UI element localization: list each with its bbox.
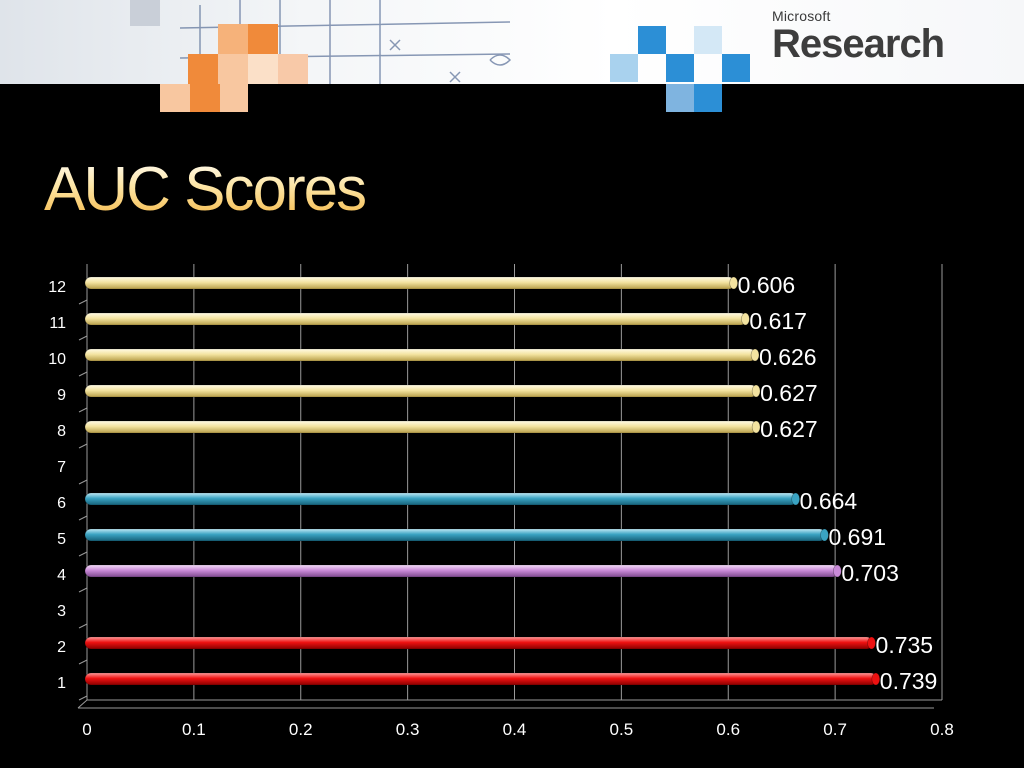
blue-tile — [722, 54, 750, 82]
y-tick — [78, 407, 88, 413]
auc-bar-chart: 0 0.1 0.2 0.3 0.4 0.5 0.6 0.7 0.8123456789101112… — [48, 264, 954, 739]
x-tick-label: 0.6 — [716, 720, 740, 739]
x-tick-label: 0.2 — [289, 720, 313, 739]
orange-tile — [160, 84, 190, 112]
bar-value-label: 0.606 — [738, 272, 796, 298]
y-tick — [78, 299, 88, 305]
x-tick-label: 0.5 — [610, 720, 634, 739]
bar — [84, 672, 878, 686]
gray-tile — [130, 0, 160, 26]
y-tick — [78, 587, 88, 593]
bar-end-cap — [741, 312, 750, 326]
y-tick — [78, 335, 88, 341]
blue-tile — [694, 84, 722, 112]
blue-tile — [610, 54, 638, 82]
bar — [84, 564, 839, 578]
bar-end-cap — [791, 492, 800, 506]
bar — [84, 420, 758, 434]
y-tick-label: 12 — [48, 279, 66, 296]
bar-end-cap — [833, 564, 842, 578]
orange-tile — [248, 24, 278, 54]
bar-end-cap — [729, 276, 738, 290]
y-tick-label: 2 — [57, 639, 66, 656]
blue-tile — [666, 54, 694, 82]
logo-wordmark-big: Research — [772, 22, 945, 66]
x-tick-label: 0.1 — [182, 720, 206, 739]
y-tick — [78, 695, 88, 701]
blue-tile — [694, 26, 722, 54]
y-tick-label: 5 — [57, 531, 66, 548]
bar — [84, 348, 757, 362]
y-tick-label: 1 — [57, 675, 66, 692]
logo-wordmark-small: Microsoft — [772, 8, 831, 24]
y-tick — [78, 659, 88, 665]
orange-tile — [248, 54, 278, 84]
bar — [84, 312, 747, 326]
y-tick — [78, 479, 88, 485]
bar-end-cap — [820, 528, 829, 542]
orange-tile — [278, 54, 308, 84]
orange-tile — [188, 54, 218, 84]
y-tick-label: 10 — [48, 351, 66, 368]
y-tick — [78, 551, 88, 557]
x-tick-label: 0.4 — [503, 720, 527, 739]
y-tick-label: 9 — [57, 387, 66, 404]
y-tick-label: 3 — [57, 603, 66, 620]
bar — [84, 492, 797, 506]
orange-tile — [220, 84, 248, 112]
slide-title: AUC Scores — [44, 155, 367, 224]
bar-value-label: 0.691 — [829, 524, 887, 550]
bar-value-label: 0.703 — [841, 560, 899, 586]
microsoft-research-logo: Microsoft Research — [772, 8, 945, 66]
x-tick-label: 0.8 — [930, 720, 954, 739]
y-tick — [78, 623, 88, 629]
y-tick-label: 8 — [57, 423, 66, 440]
x-tick-label: 0.7 — [823, 720, 847, 739]
orange-tile — [190, 84, 220, 112]
bar-end-cap — [750, 348, 760, 362]
bar — [84, 528, 826, 542]
y-tick-label: 11 — [49, 315, 66, 332]
bar-end-cap — [751, 420, 761, 434]
bar-end-cap — [867, 636, 876, 650]
x-tick-label: 0 — [82, 720, 91, 739]
bar-value-label: 0.739 — [880, 668, 938, 694]
bar — [84, 384, 758, 398]
bar-value-label: 0.617 — [749, 308, 807, 334]
y-tick-label: 7 — [57, 459, 66, 476]
bar-value-label: 0.735 — [876, 632, 934, 658]
y-tick-label: 4 — [57, 567, 66, 584]
bar — [84, 276, 735, 290]
orange-tile — [218, 24, 248, 54]
blue-tile — [638, 26, 666, 54]
bar — [84, 636, 873, 650]
bar-value-label: 0.626 — [759, 344, 817, 370]
header-banner: Microsoft Research — [0, 0, 1024, 84]
y-tick-label: 6 — [57, 495, 66, 512]
bar-value-label: 0.627 — [760, 416, 818, 442]
bar-end-cap — [871, 672, 881, 686]
y-tick — [78, 515, 88, 521]
y-tick — [78, 371, 88, 377]
x-tick-label: 0.3 — [396, 720, 420, 739]
bar-value-label: 0.627 — [760, 380, 818, 406]
orange-tile — [218, 54, 248, 84]
blue-tile — [666, 84, 694, 112]
bar-end-cap — [751, 384, 761, 398]
axis-depth-line — [77, 699, 88, 709]
bar-value-label: 0.664 — [800, 488, 858, 514]
y-tick — [78, 443, 88, 449]
